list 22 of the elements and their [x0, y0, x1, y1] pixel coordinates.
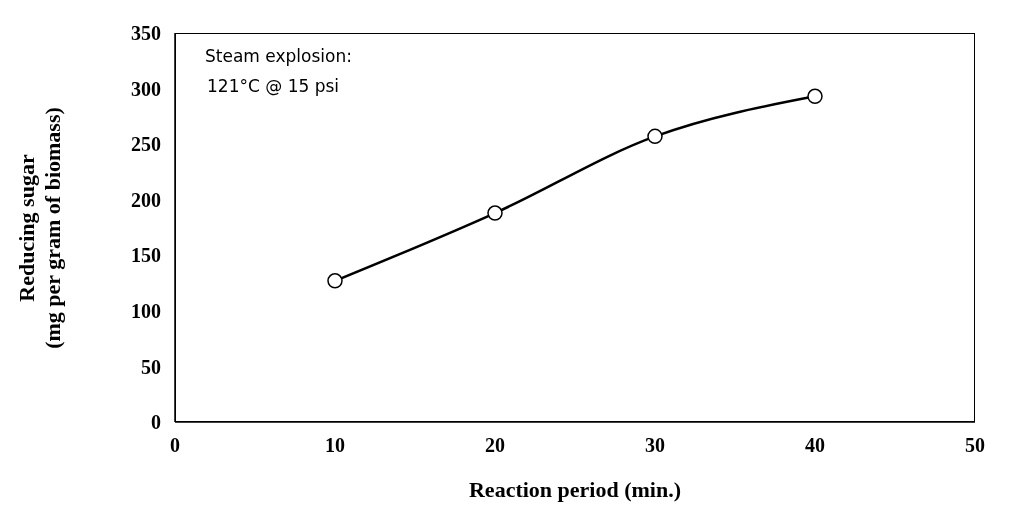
x-tick-label: 30 — [645, 434, 665, 457]
x-tick-label: 50 — [965, 434, 985, 457]
annotation: Steam explosion: — [205, 45, 352, 68]
x-axis-title: Reaction period (min.) — [468, 477, 682, 503]
x-tick-label: 20 — [485, 434, 505, 457]
annotation: 121°C @ 15 psi — [206, 75, 341, 98]
y-tick-label: 0 — [151, 411, 161, 434]
point — [327, 273, 343, 289]
y-tick-label: 300 — [131, 77, 161, 100]
y-axis-title: Reducing sugar (mg per gram of biomass) — [14, 106, 66, 349]
y-tick-label: 200 — [131, 188, 161, 211]
y-tick-label: 350 — [131, 22, 161, 45]
point — [807, 88, 823, 105]
y-tick-label: 100 — [131, 299, 161, 322]
x-tick-label: 0 — [170, 434, 180, 457]
point — [487, 205, 503, 221]
y-tick-label: 250 — [131, 133, 161, 156]
x-tick-label: 40 — [805, 434, 825, 457]
y-tick-label: 50 — [141, 355, 161, 378]
y-tick-label: 150 — [131, 244, 161, 267]
point — [647, 128, 663, 145]
x-tick-label: 10 — [325, 434, 345, 457]
